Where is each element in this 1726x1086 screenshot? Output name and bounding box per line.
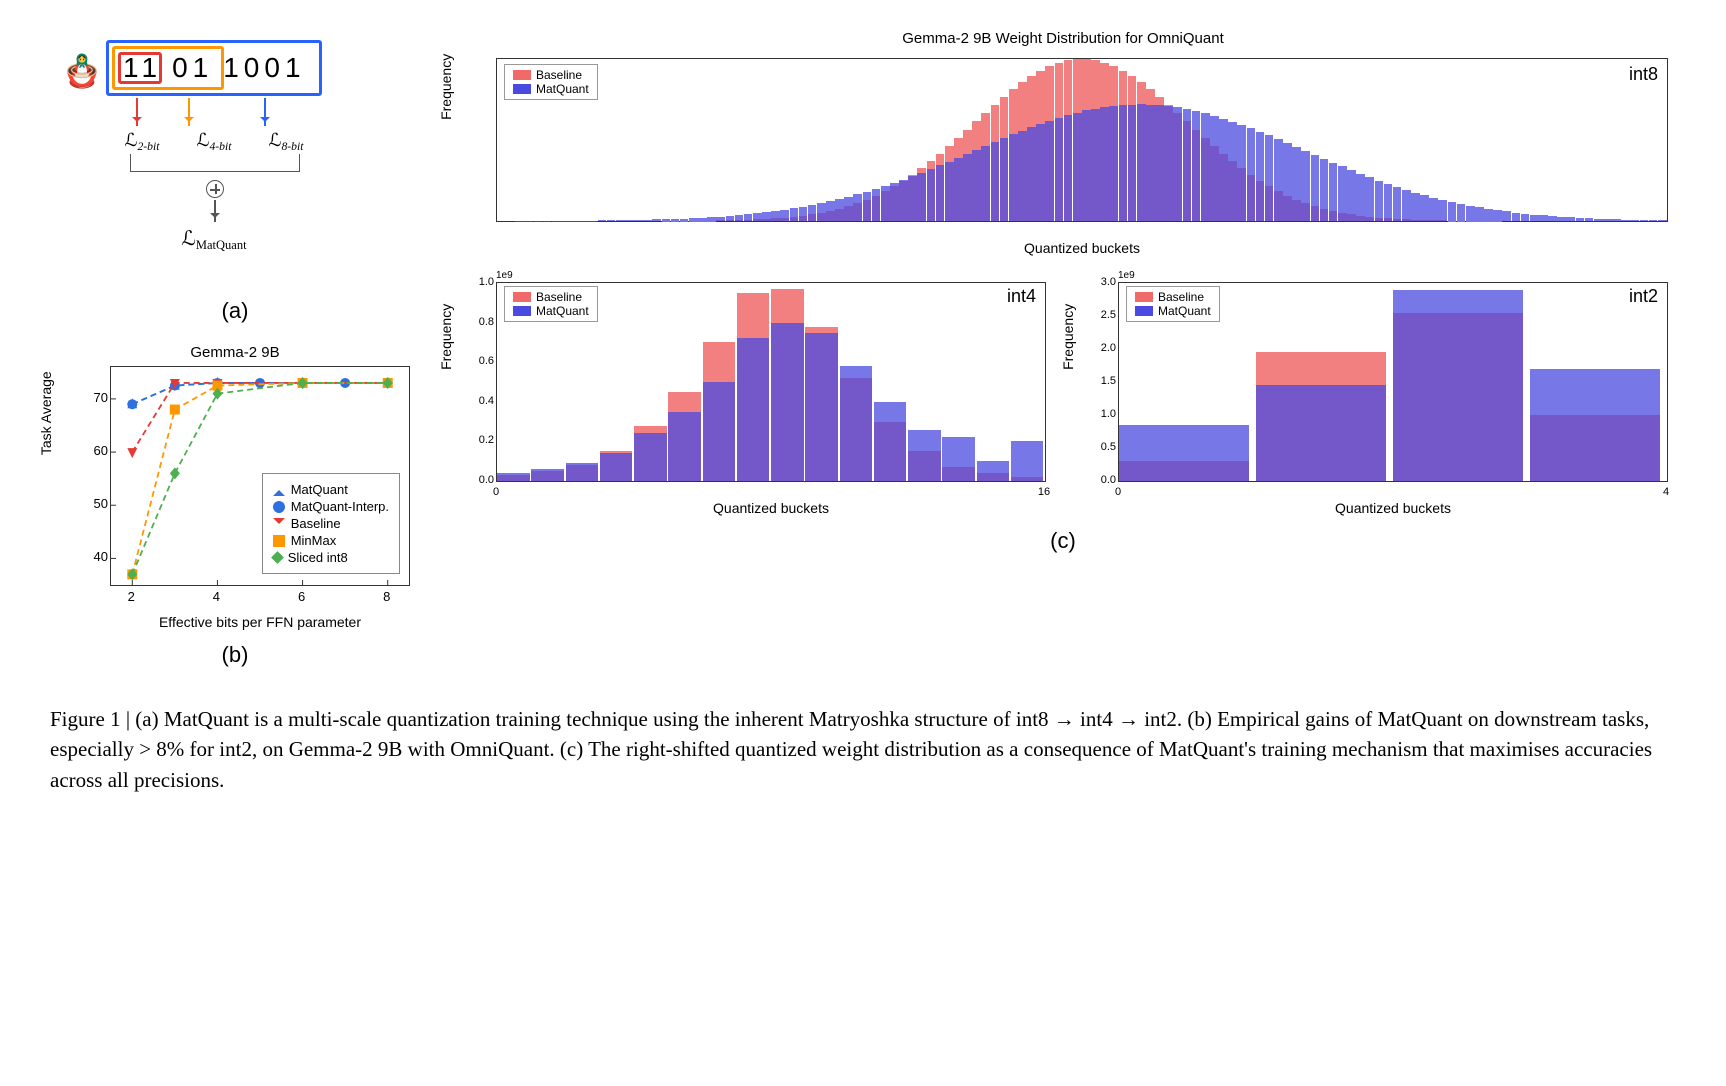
precision-tag: int8 [1629,64,1658,85]
swatch-baseline [513,292,531,302]
plot-area [496,58,1668,222]
loss-labels: ℒ2-bit ℒ4-bit ℒ8-bit [106,130,322,153]
swatch-baseline [513,70,531,80]
chart-title: Gemma-2 9B [50,344,420,361]
x-axis-label: Quantized buckets [1118,500,1668,516]
legend: Baseline MatQuant [504,286,598,322]
x-axis-label: Effective bits per FFN parameter [110,614,410,630]
down-arrow [214,200,216,222]
swatch-matquant [513,84,531,94]
panel-a-label: (a) [50,298,420,324]
bits-diagram: 🪆 11011001 ℒ2-bit ℒ4-bit ℒ8-bit ℒMatQuan… [50,30,420,290]
y-axis-label: Frequency [1060,304,1076,370]
y-exp: 1e9 [1118,270,1135,281]
task-average-chart: Gemma-2 9B Task Average Effective bits p… [50,344,420,634]
precision-tag: int4 [1007,286,1036,307]
legend: Baseline MatQuant [504,64,598,100]
sum-bracket [130,154,300,172]
y-axis-label: Frequency [438,304,454,370]
hist-int2: 1e9 Frequency Quantized buckets int2 Bas… [1072,270,1676,520]
figure-1: 🪆 11011001 ℒ2-bit ℒ4-bit ℒ8-bit ℒMatQuan… [50,30,1676,678]
panel-b: Gemma-2 9B Task Average Effective bits p… [50,344,420,678]
arrow-2bit [136,98,138,126]
swatch-matquant [513,306,531,316]
hist-int4: 1e9 Frequency Quantized buckets int4 Bas… [450,270,1054,520]
swatch-baseline [1135,292,1153,302]
precision-tag: int2 [1629,286,1658,307]
y-axis-label: Frequency [438,54,454,120]
swatch-matquant [1135,306,1153,316]
legend: Baseline MatQuant [1126,286,1220,322]
hist-int8: Gemma-2 9B Weight Distribution for OmniQ… [450,30,1676,260]
panel-c-label: (c) [450,528,1676,554]
int8-box: 11011001 [106,40,322,96]
chart-legend: MatQuantMatQuant-Interp.BaselineMinMaxSl… [262,473,400,574]
panel-b-label: (b) [50,642,420,668]
y-exp: 1e9 [496,270,513,281]
figure-caption: Figure 1 | (a) MatQuant is a multi-scale… [50,704,1676,795]
y-axis-label: Task Average [38,371,54,455]
hist-title: Gemma-2 9B Weight Distribution for OmniQ… [450,30,1676,47]
bit-string: 11011001 [109,43,319,93]
panel-a: 🪆 11011001 ℒ2-bit ℒ4-bit ℒ8-bit ℒMatQuan… [50,30,420,334]
plus-icon [206,180,224,198]
loss-matquant: ℒMatQuant [106,226,322,253]
x-axis-label: Quantized buckets [496,500,1046,516]
arrow-4bit [188,98,190,126]
x-axis-label: Quantized buckets [496,240,1668,256]
matryoshka-icon: 🪆 [62,52,102,90]
arrow-8bit [264,98,266,126]
panel-c: Gemma-2 9B Weight Distribution for OmniQ… [450,30,1676,678]
